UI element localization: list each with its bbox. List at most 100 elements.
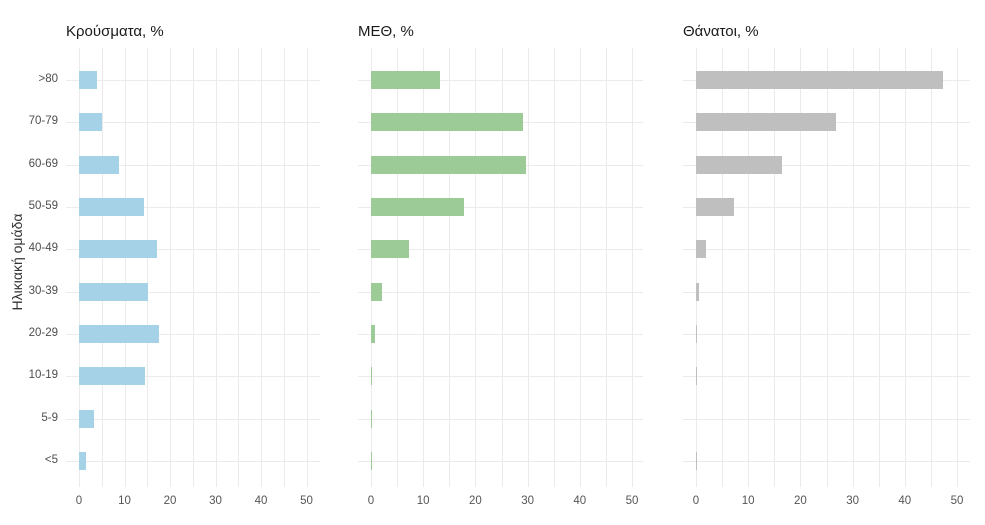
gridline-horizontal <box>66 376 320 377</box>
bar->80 <box>696 71 943 89</box>
x-tick-label: 10 <box>416 495 430 507</box>
gridline-vertical <box>852 48 854 487</box>
gridline-vertical <box>79 48 80 487</box>
bar-50-59 <box>79 198 144 216</box>
bar-<5 <box>371 452 372 470</box>
gridline-vertical <box>371 48 372 487</box>
gridline-horizontal <box>66 122 320 123</box>
gridline-vertical <box>423 48 425 487</box>
x-tick-label: 50 <box>625 495 639 507</box>
y-tick-label: 60-69 <box>28 158 58 170</box>
gridline-vertical <box>957 48 958 487</box>
x-tick-label: 50 <box>300 495 313 507</box>
gridline-horizontal <box>66 461 320 462</box>
gridline-vertical <box>449 48 451 487</box>
x-tick-label: 10 <box>741 495 755 507</box>
gridline-horizontal <box>66 419 320 420</box>
y-tick-label: 20-29 <box>28 327 58 339</box>
gridline-horizontal <box>683 165 970 166</box>
gridline-horizontal <box>358 249 643 250</box>
gridline-vertical <box>215 48 217 487</box>
gridline-vertical <box>238 48 240 487</box>
x-tick-label: 20 <box>793 495 807 507</box>
gridline-vertical <box>527 48 529 487</box>
gridline-horizontal <box>358 207 643 208</box>
x-tick-label: 30 <box>521 495 534 507</box>
x-tick-label: 40 <box>254 495 268 507</box>
gridline-vertical <box>553 48 555 487</box>
facet-title-deaths: Θάνατοι, % <box>683 23 759 40</box>
gridline-horizontal <box>66 80 320 81</box>
gridline-horizontal <box>683 419 970 420</box>
gridline-vertical <box>147 48 149 487</box>
bar-5-9 <box>371 410 372 428</box>
gridline-vertical <box>475 48 477 487</box>
bar-50-59 <box>696 198 734 216</box>
gridline-vertical <box>170 48 171 487</box>
gridline-vertical <box>261 48 262 487</box>
facet-title-cases: Κρούσματα, % <box>66 23 164 40</box>
gridline-horizontal <box>358 376 643 377</box>
bar-70-79 <box>371 113 523 131</box>
bar-40-49 <box>371 240 409 258</box>
x-tick-label: 30 <box>846 495 859 507</box>
gridline-vertical <box>306 48 308 487</box>
y-tick-label: 50-59 <box>28 200 58 212</box>
gridline-vertical <box>101 48 103 487</box>
gridline-horizontal <box>66 165 320 166</box>
bar-5-9 <box>79 410 94 428</box>
y-tick-label: >80 <box>38 73 58 85</box>
gridline-horizontal <box>683 461 970 462</box>
y-tick-label: 5-9 <box>41 412 58 424</box>
gridline-vertical <box>722 48 724 487</box>
gridline-horizontal <box>683 207 970 208</box>
x-tick-label: 30 <box>209 495 222 507</box>
gridline-horizontal <box>683 292 970 293</box>
bar-10-19 <box>79 367 145 385</box>
gridline-vertical <box>904 48 906 487</box>
bar->80 <box>371 71 440 89</box>
x-tick-label: 50 <box>950 495 964 507</box>
bar-60-69 <box>79 156 119 174</box>
bar-30-39 <box>79 283 148 301</box>
gridline-vertical <box>774 48 776 487</box>
bar-60-69 <box>371 156 526 174</box>
x-tick-label: 10 <box>118 495 131 507</box>
gridline-horizontal <box>358 334 643 335</box>
bar-10-19 <box>371 367 372 385</box>
gridline-horizontal <box>358 419 643 420</box>
gridline-vertical <box>397 48 399 487</box>
gridline-vertical <box>605 48 607 487</box>
gridline-vertical <box>579 48 581 487</box>
gridline-vertical <box>696 48 697 487</box>
gridline-vertical <box>632 48 633 487</box>
bar-40-49 <box>696 240 706 258</box>
gridline-horizontal <box>683 376 970 377</box>
bar-50-59 <box>371 198 464 216</box>
bar-20-29 <box>371 325 375 343</box>
panel-deaths <box>683 48 970 487</box>
gridline-horizontal <box>358 292 643 293</box>
y-tick-label: <5 <box>44 454 58 466</box>
gridline-vertical <box>501 48 503 487</box>
y-tick-label: 40-49 <box>28 242 58 254</box>
gridline-horizontal <box>683 334 970 335</box>
x-tick-label: 40 <box>573 495 587 507</box>
gridline-vertical <box>878 48 880 487</box>
bar->80 <box>79 71 97 89</box>
bar-<5 <box>696 452 697 470</box>
bar-60-69 <box>696 156 782 174</box>
gridline-horizontal <box>66 334 320 335</box>
bar-40-49 <box>79 240 157 258</box>
x-tick-label: 40 <box>898 495 912 507</box>
bar-20-29 <box>696 325 697 343</box>
gridline-vertical <box>826 48 828 487</box>
gridline-horizontal <box>66 292 320 293</box>
gridline-horizontal <box>358 461 643 462</box>
bar-70-79 <box>79 113 102 131</box>
facet-title-icu: ΜΕΘ, % <box>358 23 414 40</box>
x-tick-label: 0 <box>367 495 375 507</box>
bar-30-39 <box>371 283 382 301</box>
gridline-vertical <box>124 48 126 487</box>
